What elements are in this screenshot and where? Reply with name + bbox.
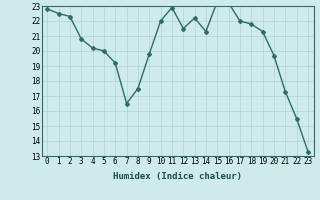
X-axis label: Humidex (Indice chaleur): Humidex (Indice chaleur)	[113, 172, 242, 181]
